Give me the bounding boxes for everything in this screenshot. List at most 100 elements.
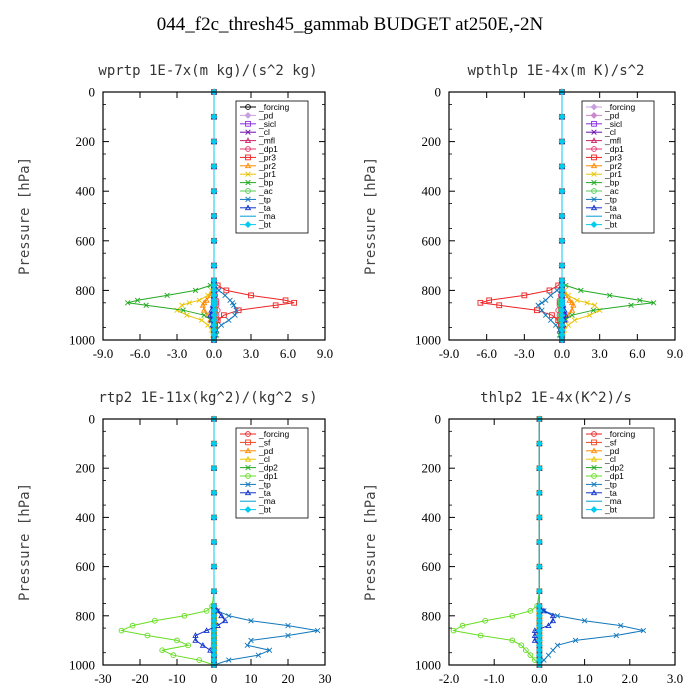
data-point [144, 632, 151, 639]
data-point [547, 292, 554, 299]
data-point [450, 627, 457, 634]
data-point [542, 297, 549, 304]
data-point [210, 212, 218, 220]
legend-marker [591, 129, 597, 135]
legend-label: _cl [604, 454, 616, 464]
legend-label: _dp2 [604, 463, 624, 473]
legend-marker [244, 455, 252, 462]
legend-label: _pd [258, 446, 273, 456]
legend-label: _sicl [258, 119, 276, 129]
data-point [186, 300, 193, 306]
series-line [480, 92, 563, 340]
legend-marker [590, 137, 598, 143]
data-point [558, 212, 566, 220]
data-point [196, 657, 203, 663]
x-tick-label: 0.0 [206, 346, 222, 361]
data-point [558, 162, 566, 170]
legend-marker [245, 129, 251, 135]
data-point [248, 618, 254, 624]
data-point [221, 312, 227, 319]
legend-box [581, 427, 655, 519]
legend-marker [591, 154, 597, 161]
data-point [164, 292, 170, 299]
data-point [196, 297, 202, 304]
data-point [198, 317, 205, 323]
legend-label: _dp1 [258, 471, 278, 481]
data-point [205, 292, 211, 299]
legend-label: _pd [258, 110, 273, 120]
x-tick-label: 1.0 [576, 671, 592, 686]
data-point [650, 300, 657, 306]
data-point [210, 538, 218, 546]
data-point [285, 622, 291, 629]
series-line [195, 419, 226, 665]
x-tick-label: -9.0 [439, 346, 460, 361]
data-point [159, 647, 166, 654]
y-tick-label: 400 [422, 510, 442, 525]
data-point [210, 513, 218, 521]
panel-2: wpthlp 1E-4x(m K)/s^2 Pressure [hPa] 0 200 4… [363, 63, 683, 361]
series-bt [210, 415, 218, 669]
data-point [210, 440, 218, 448]
data-point [558, 187, 566, 195]
y-tick-label: 200 [422, 461, 442, 476]
x-tick-label: 30 [319, 671, 332, 686]
legend-label: _ma [604, 496, 622, 506]
y-tick-label: 1000 [415, 658, 441, 673]
legend-label: _pd [604, 446, 619, 456]
y-tick-label: 600 [76, 559, 96, 574]
legend-marker [591, 431, 597, 437]
data-point [558, 113, 566, 121]
legend-label: _forcing [604, 429, 636, 439]
data-point [568, 306, 576, 313]
y-tick-label: 0 [89, 85, 96, 100]
legend-marker [591, 179, 597, 186]
legend-marker [591, 146, 597, 152]
data-point [535, 440, 543, 448]
data-point [547, 317, 554, 323]
legend-label: _ma [258, 211, 276, 221]
legend-label: _bt [604, 505, 617, 515]
data-point [535, 489, 543, 497]
data-point [201, 312, 207, 318]
legend-marker [245, 473, 251, 479]
legend-marker [244, 111, 252, 119]
y-tick-label: 800 [422, 283, 442, 298]
data-point [248, 292, 254, 299]
y-tick-label: 600 [76, 233, 96, 248]
legend-label: _pr3 [258, 152, 276, 162]
legend-label: _sf [258, 437, 271, 447]
x-tick-label: -3.0 [167, 346, 188, 361]
series-bt [558, 88, 566, 344]
data-point [203, 608, 210, 614]
data-point [210, 162, 218, 170]
legend-label: _bp [258, 178, 273, 188]
legend-label: _dp1 [604, 471, 624, 481]
y-tick-label: 1000 [69, 658, 95, 673]
data-point [550, 647, 556, 653]
plot-frame [448, 91, 676, 341]
data-point [232, 312, 238, 318]
legend-marker [244, 447, 252, 454]
data-point [606, 292, 613, 299]
data-point [565, 322, 571, 328]
data-point [203, 627, 210, 633]
data-point [216, 287, 222, 294]
data-point [244, 642, 251, 649]
series-dp1 [118, 416, 217, 668]
data-point [591, 302, 598, 308]
data-point [535, 587, 543, 595]
data-point [596, 307, 603, 313]
data-point [314, 627, 321, 634]
x-tick-label: 0.0 [554, 346, 570, 361]
legend-marker [591, 481, 597, 488]
data-point [545, 652, 552, 658]
series-line [452, 419, 540, 666]
data-point [174, 637, 180, 644]
data-point [210, 138, 218, 146]
data-point [640, 627, 647, 634]
panel-4: thlp2 1E-4x(K^2)/s Pressure [hPa] 0 200 400 6… [363, 390, 683, 686]
legend-label: _forcing [258, 102, 290, 112]
legend-marker [245, 171, 251, 177]
panel-title: rtp2 1E-11x(kg^2)/(kg^2 s) [98, 390, 317, 406]
